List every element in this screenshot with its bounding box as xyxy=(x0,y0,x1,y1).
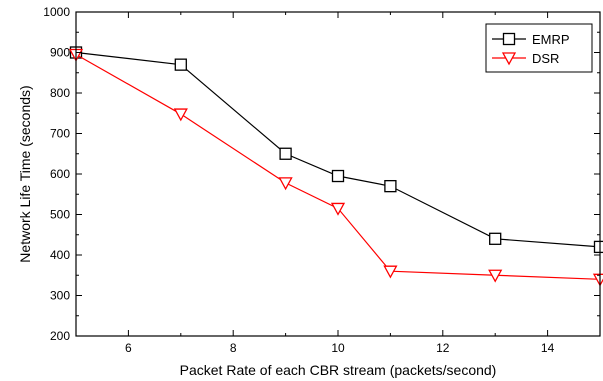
data-point-dsr xyxy=(278,177,293,191)
y-tick-label: 900 xyxy=(50,46,70,60)
series-line-dsr xyxy=(75,54,601,280)
data-point-dsr xyxy=(173,108,188,122)
legend-marker-dsr xyxy=(501,52,517,66)
data-point-emrp xyxy=(384,179,397,193)
data-point-emrp xyxy=(279,147,292,160)
y-tick-label: 500 xyxy=(50,208,70,222)
data-point-dsr xyxy=(488,269,503,283)
legend: EMRP DSR xyxy=(485,23,593,73)
series-line-emrp xyxy=(75,51,601,248)
data-point-emrp xyxy=(489,232,502,245)
y-tick-label: 300 xyxy=(50,289,70,303)
data-point-dsr xyxy=(330,202,346,216)
y-tick-label: 800 xyxy=(50,86,70,100)
data-point-dsr xyxy=(383,265,398,279)
legend-label-emrp: EMRP xyxy=(532,32,570,47)
legend-box xyxy=(485,23,593,73)
plot-area xyxy=(68,46,603,287)
y-tick-label: 400 xyxy=(50,248,70,262)
x-tick-label: 8 xyxy=(230,341,237,355)
axes: 6 8 10 12 14 200 300 400 500 600 700 800 900 1000 xyxy=(43,5,601,355)
y-tick-label: 1000 xyxy=(43,5,70,19)
x-tick-label: 10 xyxy=(331,341,345,355)
data-point-emrp xyxy=(331,169,345,183)
data-point-emrp xyxy=(174,58,187,71)
data-point-emrp xyxy=(593,240,603,254)
x-tick-label: 6 xyxy=(125,341,132,355)
legend-marker-emrp xyxy=(502,32,516,46)
x-tick-label: 12 xyxy=(436,341,450,355)
y-tick-label: 600 xyxy=(50,167,70,181)
x-tick-label: 14 xyxy=(541,341,555,355)
y-tick-label: 700 xyxy=(50,127,70,141)
y-axis-title: Network Life Time (seconds) xyxy=(17,85,33,262)
y-tick-label: 200 xyxy=(50,329,70,343)
legend-label-dsr: DSR xyxy=(532,51,559,66)
data-point-dsr xyxy=(592,273,603,287)
x-axis-title: Packet Rate of each CBR stream (packets/… xyxy=(180,362,497,378)
